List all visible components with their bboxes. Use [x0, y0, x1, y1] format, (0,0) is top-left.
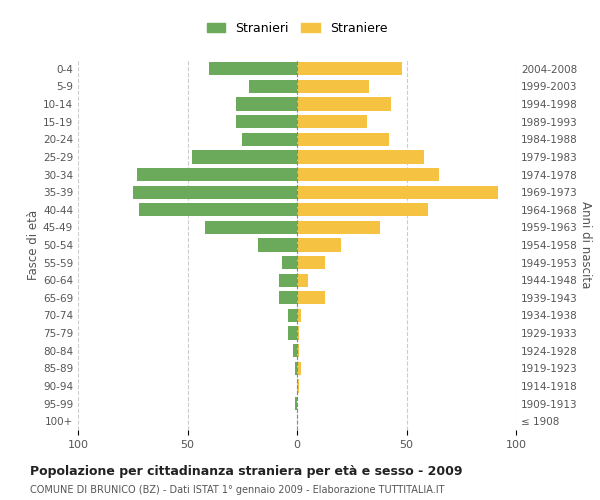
- Bar: [297, 362, 301, 375]
- Bar: [192, 150, 297, 164]
- Bar: [288, 309, 297, 322]
- Y-axis label: Anni di nascita: Anni di nascita: [578, 202, 592, 288]
- Bar: [236, 115, 297, 128]
- Bar: [297, 291, 325, 304]
- Bar: [288, 326, 297, 340]
- Bar: [242, 132, 297, 146]
- Bar: [297, 203, 428, 216]
- Legend: Stranieri, Straniere: Stranieri, Straniere: [203, 18, 391, 38]
- Bar: [297, 80, 369, 93]
- Text: COMUNE DI BRUNICO (BZ) - Dati ISTAT 1° gennaio 2009 - Elaborazione TUTTITALIA.IT: COMUNE DI BRUNICO (BZ) - Dati ISTAT 1° g…: [30, 485, 445, 495]
- Bar: [297, 168, 439, 181]
- Bar: [249, 80, 297, 93]
- Bar: [297, 98, 391, 110]
- Bar: [297, 238, 341, 252]
- Bar: [280, 291, 297, 304]
- Bar: [297, 326, 299, 340]
- Bar: [137, 168, 297, 181]
- Bar: [133, 186, 297, 198]
- Bar: [297, 186, 499, 198]
- Bar: [280, 274, 297, 287]
- Bar: [297, 115, 367, 128]
- Text: Popolazione per cittadinanza straniera per età e sesso - 2009: Popolazione per cittadinanza straniera p…: [30, 465, 463, 478]
- Bar: [139, 203, 297, 216]
- Bar: [297, 344, 299, 358]
- Bar: [297, 256, 325, 269]
- Bar: [295, 362, 297, 375]
- Bar: [205, 221, 297, 234]
- Bar: [297, 274, 308, 287]
- Bar: [297, 62, 402, 76]
- Y-axis label: Fasce di età: Fasce di età: [27, 210, 40, 280]
- Bar: [297, 380, 299, 392]
- Bar: [293, 344, 297, 358]
- Bar: [295, 397, 297, 410]
- Bar: [297, 132, 389, 146]
- Bar: [297, 150, 424, 164]
- Bar: [236, 98, 297, 110]
- Bar: [297, 309, 301, 322]
- Bar: [257, 238, 297, 252]
- Bar: [297, 221, 380, 234]
- Bar: [209, 62, 297, 76]
- Bar: [281, 256, 297, 269]
